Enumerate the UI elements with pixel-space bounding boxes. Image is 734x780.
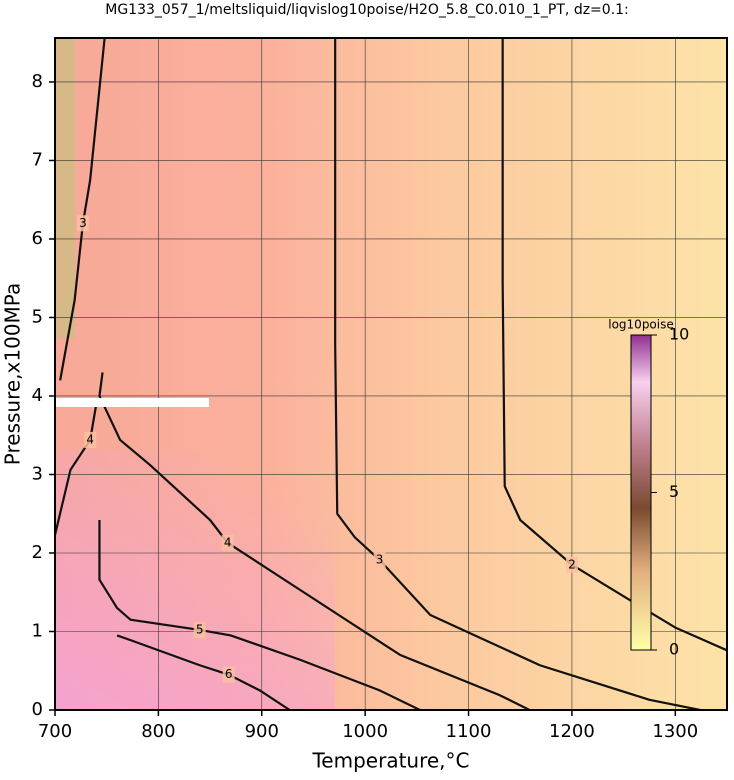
y-tick-label: 6 <box>32 228 43 249</box>
field-edge <box>55 38 75 338</box>
contour-label-bg <box>84 431 97 448</box>
x-tick-label: 1100 <box>446 721 492 742</box>
colorbar <box>630 334 652 651</box>
contour-line <box>501 38 727 652</box>
contour-line <box>55 403 98 536</box>
y-tick-label: 2 <box>32 542 43 563</box>
contour-label: 6 <box>225 667 233 681</box>
contour-line <box>116 634 291 710</box>
field-shade <box>55 450 335 710</box>
colorbar-tick-label: 5 <box>669 482 679 501</box>
contour-label: 4 <box>86 432 94 446</box>
colorbar-tick-label: 0 <box>669 640 679 659</box>
colorbar-tick-label: 10 <box>669 325 689 344</box>
y-axis-label: Pressure,x100MPa <box>1 283 25 465</box>
contour-label: 5 <box>196 622 204 636</box>
contour-line <box>98 372 531 710</box>
mask-bar <box>55 398 209 407</box>
x-tick-label: 800 <box>141 721 175 742</box>
y-tick-label: 1 <box>32 620 43 641</box>
x-tick-label: 900 <box>245 721 279 742</box>
contour-label-bg <box>221 534 234 551</box>
x-tick-label: 1000 <box>342 721 388 742</box>
contour-label: 4 <box>224 535 232 549</box>
y-tick-label: 3 <box>32 463 43 484</box>
y-tick-label: 0 <box>32 699 43 720</box>
contour-label: 3 <box>376 553 384 567</box>
y-tick-label: 7 <box>32 149 43 170</box>
x-tick-label: 700 <box>38 721 72 742</box>
contour-label-bg <box>565 556 578 573</box>
contour-label-bg <box>76 215 89 232</box>
contour-label-bg <box>373 552 386 569</box>
plot-frame <box>54 37 728 711</box>
contour-label-bg <box>193 621 206 638</box>
contour-label: 3 <box>79 216 87 230</box>
y-tick-label: 5 <box>32 306 43 327</box>
x-tick-label: 1200 <box>549 721 595 742</box>
y-tick-label: 4 <box>32 385 43 406</box>
x-axis-label: Temperature,°C <box>311 749 469 773</box>
contour-label: 2 <box>568 557 576 571</box>
contour-label-bg <box>222 666 235 683</box>
y-tick-label: 8 <box>32 71 43 92</box>
chart-title: MG133_057_1/meltsliquid/liqvislog10poise… <box>105 2 629 18</box>
colorbar-title: log10poise <box>608 318 674 332</box>
x-tick-label: 1300 <box>652 721 698 742</box>
